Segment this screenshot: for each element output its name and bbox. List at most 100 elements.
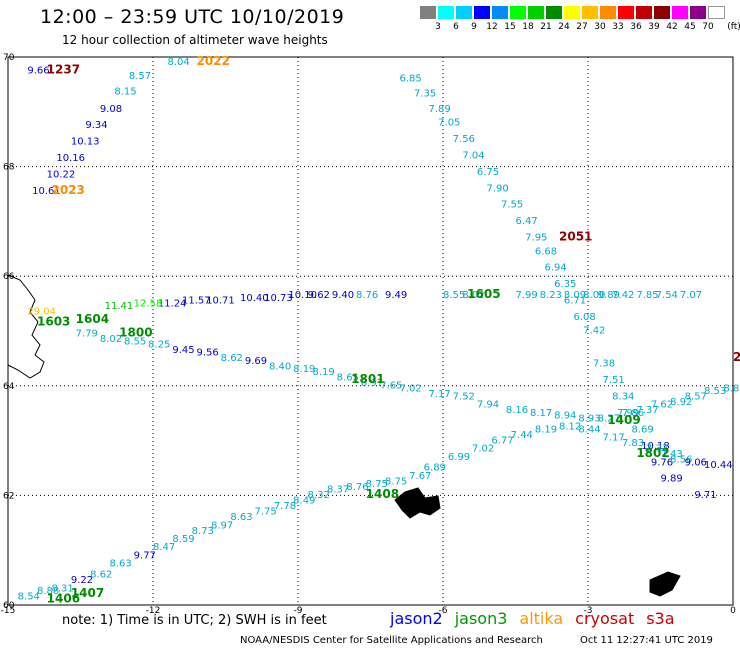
wave-height-value: 8.19 [313,367,335,378]
wave-height-value: 6.89 [424,463,446,474]
wave-height-value: 9.40 [332,290,354,301]
wave-height-value: 11.24 [158,298,187,309]
wave-height-value: 7.52 [453,392,475,403]
pass-time-label: 2 [733,350,740,364]
wave-height-value: 10.22 [47,170,76,181]
wave-height-value: 10.18 [641,441,670,452]
longitude-label: 0 [730,606,736,616]
latitude-label: 70 [3,53,15,63]
wave-height-value: 8.44 [578,424,600,435]
wave-height-value: 8.83 [723,383,740,394]
satellite-legend: jason2 jason3 altika cryosat s3a [390,609,687,628]
wave-height-value: 8.04 [168,57,190,68]
wave-height-value: 9.56 [197,348,219,359]
wave-height-value: 8.23 [540,290,562,301]
colorbar-tick-label: 70 [702,22,714,32]
wave-height-value: 7.65 [380,381,402,392]
wave-height-value: 8.76 [346,482,368,493]
wave-height-value: 8.53 [704,386,726,397]
map-title: 12:00 – 23:59 UTC 10/10/2019 [40,6,345,28]
legend-cryosat: cryosat [575,609,635,628]
wave-height-value: 6.08 [574,312,596,323]
colorbar-swatch [636,6,653,19]
wave-height-value: 8.25 [148,339,170,350]
colorbar-swatch [600,6,617,19]
wave-height-value: 6.71 [564,296,586,307]
wave-height-value: 7.90 [487,183,509,194]
wave-height-value: 9.22 [71,575,93,586]
colorbar-tick-label: 39 [648,22,660,32]
map-frame [7,56,734,606]
wave-height-value: 11.41 [105,301,134,312]
pass-time-label: 1406 [47,591,80,605]
wave-height-value: 9.45 [172,345,194,356]
colorbar-swatch [420,6,437,19]
wave-height-value: 8.17 [530,408,552,419]
wave-height-value: 8.19 [293,364,315,375]
colorbar-swatch [564,6,581,19]
latitude-label: 66 [3,272,15,282]
wave-height-value: 7.35 [414,88,436,99]
wave-height-value: 9.08 [100,104,122,115]
wave-height-value: 7.62 [651,400,673,411]
wave-height-value: 8.00 [583,290,605,301]
pass-time-label: 2022 [197,54,230,68]
wave-height-value: 8.62 [221,353,243,364]
colorbar-tick-label: 27 [576,22,588,32]
wave-height-value: 9.34 [85,120,107,131]
colorbar-tick-label: 6 [453,22,459,32]
wave-height-value: 9.77 [134,550,156,561]
wave-height-value: 10.40 [240,293,269,304]
colorbar-tick-label: 15 [504,22,516,32]
wave-height-value: 7.33 [646,444,668,455]
colorbar-tick-label: 18 [522,22,534,32]
wave-height-value: 7.75 [255,507,277,518]
wave-height-value: 7.02 [472,444,494,455]
credit-line: NOAA/NESDIS Center for Satellite Applica… [240,635,543,646]
wave-height-value: 7.37 [636,405,658,416]
wave-height-value: 8.34 [612,392,634,403]
wave-height-value: 8.57 [129,71,151,82]
wave-height-value: 7.56 [453,134,475,145]
wave-height-value: 10.16 [56,153,85,164]
colorbar-swatch [618,6,635,19]
colorbar-tick-label: 12 [486,22,498,32]
latitude-label: 68 [3,163,15,173]
generated-timestamp: Oct 11 12:27:41 UTC 2019 [580,635,713,646]
pass-time-label: 1802 [636,446,669,460]
wave-height-value: 6.35 [554,279,576,290]
wave-height-value: 7.44 [511,430,533,441]
wave-height-value: 7.05 [438,118,460,129]
map-subtitle: 12 hour collection of altimeter wave hei… [62,33,328,47]
wave-height-value: 10.13 [71,137,100,148]
wave-height-value: 9.69 [245,356,267,367]
wave-height-value: 8.47 [153,542,175,553]
wave-height-value: 6.99 [448,452,470,463]
longitude-label: -3 [584,606,593,616]
wave-height-value: 6.85 [400,74,422,85]
wave-height-value: 9.62 [308,290,330,301]
wave-height-value: 6.68 [535,246,557,257]
wave-height-value: 8.94 [554,411,576,422]
wave-height-value: 29.04 [27,307,56,318]
wave-height-value: 7.54 [656,290,678,301]
wave-height-value: 8.69 [632,424,654,435]
wave-height-value: 6.75 [477,167,499,178]
wave-height-value: 8.56 [670,455,692,466]
longitude-label: -9 [294,606,303,616]
colorbar-tick-label: 3 [435,22,441,32]
pass-time-label: 1409 [607,413,640,427]
colorbar-tick-label: 21 [540,22,552,32]
legend-s3a: s3a [646,609,675,628]
pass-time-label: 1603 [37,315,70,329]
colorbar-swatch [456,6,473,19]
wave-height-value: 8.65 [337,372,359,383]
wave-height-value: 9.49 [385,290,407,301]
wave-height-value: 8.15 [114,86,136,97]
longitude-label: -12 [146,606,161,616]
wave-height-value: 12.58 [134,298,163,309]
wave-height-value: 7.17 [603,433,625,444]
colorbar-swatch [510,6,527,19]
wave-height-value: 9.89 [661,474,683,485]
wave-height-value: 8.55 [443,290,465,301]
